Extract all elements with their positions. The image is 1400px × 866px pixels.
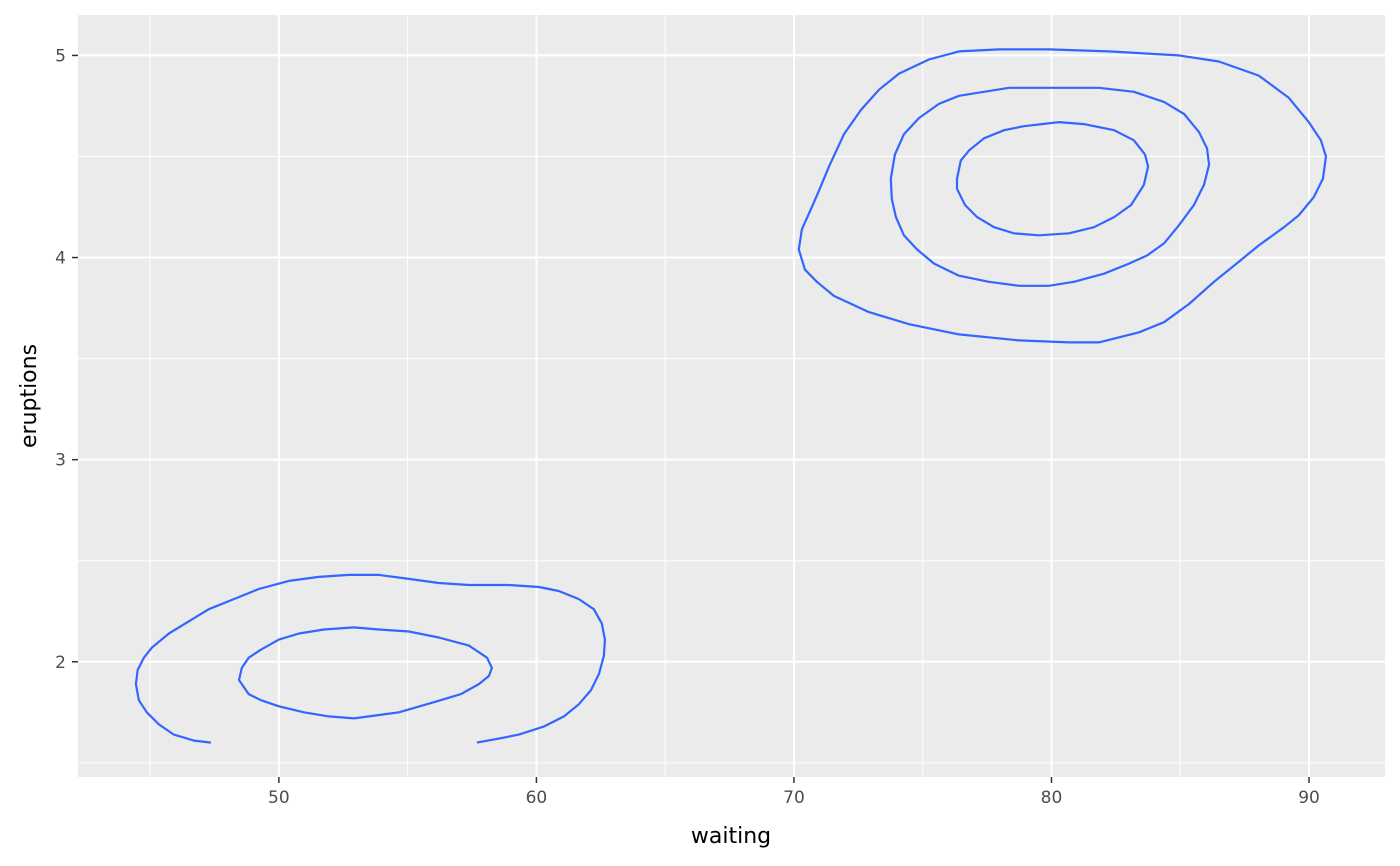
x-tick-label: 50 [268,788,290,808]
contour-line [134,573,606,744]
y-axis: 2 3 4 5 [55,46,78,673]
y-tick-label: 2 [55,653,66,673]
x-axis: 50 60 70 80 90 [268,777,1320,808]
contour-line [237,626,493,720]
contour-line [797,48,1328,344]
y-axis-title: eruptions [17,344,42,448]
y-tick-label: 3 [55,451,66,471]
plot-panel [78,15,1385,777]
contour-line [889,86,1211,287]
contour-lines [134,48,1328,744]
x-tick-label: 60 [526,788,548,808]
x-axis-title: waiting [691,824,771,849]
contour-line [955,121,1150,237]
minor-gridlines [78,15,1385,777]
major-gridlines [78,15,1385,777]
x-tick-label: 70 [783,788,805,808]
y-tick-label: 4 [55,249,66,269]
x-tick-label: 80 [1041,788,1063,808]
x-tick-label: 90 [1298,788,1320,808]
y-tick-label: 5 [55,46,66,66]
